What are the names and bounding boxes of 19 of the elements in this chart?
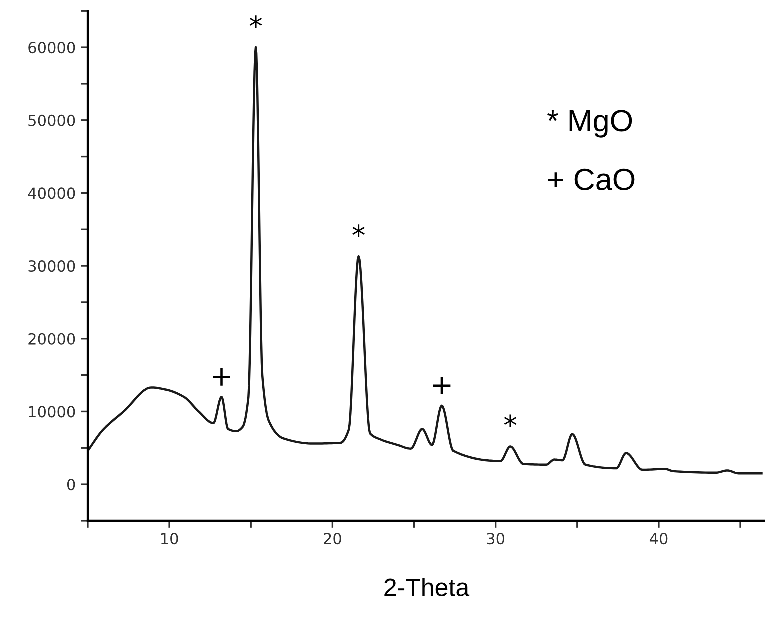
y-tick-label: 20000 bbox=[28, 333, 76, 345]
x-tick-label: 30 bbox=[487, 533, 505, 545]
annotation: + bbox=[213, 368, 230, 386]
x-tick-label: 20 bbox=[324, 533, 342, 545]
y-tick-label: 40000 bbox=[28, 188, 76, 200]
x-tick-label: 40 bbox=[650, 533, 668, 545]
annotation: + CaO bbox=[548, 168, 635, 191]
annotation: * bbox=[504, 414, 517, 428]
annotation: * bbox=[352, 224, 365, 238]
y-tick-label: 50000 bbox=[28, 114, 76, 126]
y-tick-label: 30000 bbox=[28, 260, 76, 272]
y-tick-label: 0 bbox=[67, 479, 76, 491]
x-tick-label: 10 bbox=[162, 533, 178, 545]
x-axis-title: 2-Theta bbox=[384, 578, 470, 596]
annotation: + bbox=[433, 377, 451, 395]
y-tick-label: 10000 bbox=[29, 406, 76, 418]
y-tick-label: 60000 bbox=[28, 42, 76, 54]
annotation: * bbox=[250, 16, 262, 28]
annotation: * MgO bbox=[547, 110, 632, 138]
